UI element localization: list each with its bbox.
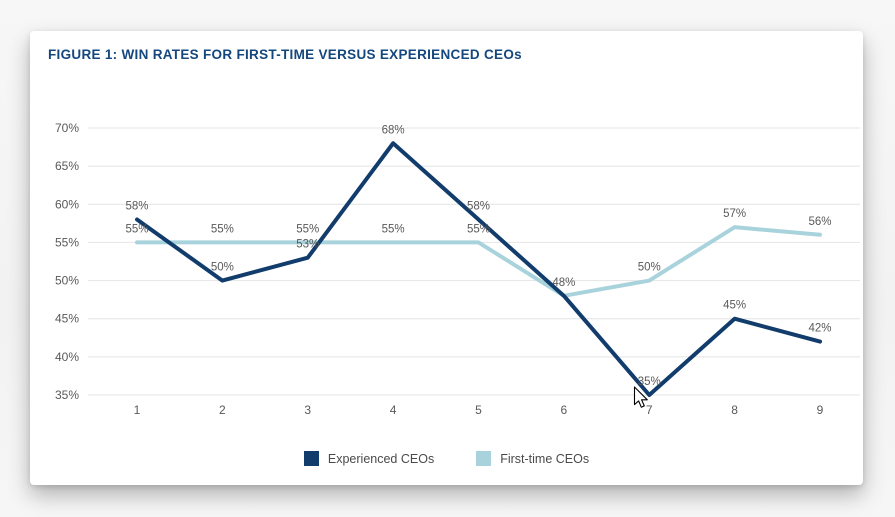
chart-legend: Experienced CEOs First-time CEOs [30,451,863,466]
figure-card: FIGURE 1: WIN RATES FOR FIRST-TIME VERSU… [30,31,863,485]
svg-text:60%: 60% [55,197,79,211]
svg-text:50%: 50% [211,262,234,274]
svg-text:53%: 53% [296,239,319,251]
legend-swatch-first-time-icon [476,451,492,466]
svg-text:45%: 45% [723,300,746,312]
svg-text:50%: 50% [638,262,661,274]
svg-text:56%: 56% [808,216,831,228]
svg-text:55%: 55% [55,235,79,249]
svg-text:68%: 68% [382,124,405,136]
legend-item-first-time[interactable]: First-time CEOs [476,451,589,466]
svg-text:6: 6 [561,403,568,417]
svg-text:58%: 58% [125,201,148,213]
figure-title: FIGURE 1: WIN RATES FOR FIRST-TIME VERSU… [48,47,522,62]
svg-text:8: 8 [731,403,738,417]
svg-text:55%: 55% [125,223,148,235]
line-chart: 35% 40% 45% 50% 55% 60% 65% 70% 1 2 3 4 5 6 7 8 9 58% 50% 5… [55,121,860,417]
svg-text:55%: 55% [382,223,405,235]
svg-text:5: 5 [475,403,482,417]
svg-text:57%: 57% [723,208,746,220]
legend-label-first-time: First-time CEOs [500,451,590,466]
legend-label-experienced: Experienced CEOs [327,451,435,466]
svg-text:40%: 40% [55,350,79,364]
svg-text:4: 4 [390,403,397,417]
svg-text:50%: 50% [55,274,79,288]
svg-text:55%: 55% [211,223,234,235]
svg-text:55%: 55% [467,223,490,235]
svg-text:1: 1 [134,403,141,417]
svg-text:9: 9 [817,403,824,417]
svg-text:35%: 35% [55,388,79,402]
mouse-cursor-icon [633,386,648,408]
svg-text:48%: 48% [552,277,575,289]
legend-swatch-experienced-icon [303,451,319,466]
svg-text:45%: 45% [55,312,79,326]
svg-text:65%: 65% [55,159,79,173]
legend-item-experienced[interactable]: Experienced CEOs [303,451,435,466]
svg-text:70%: 70% [55,121,79,135]
svg-text:42%: 42% [808,323,831,335]
svg-text:35%: 35% [638,376,661,388]
svg-text:3: 3 [304,403,311,417]
svg-text:2: 2 [219,403,226,417]
svg-text:58%: 58% [467,201,490,213]
svg-text:7: 7 [646,403,653,417]
svg-text:55%: 55% [296,223,319,235]
